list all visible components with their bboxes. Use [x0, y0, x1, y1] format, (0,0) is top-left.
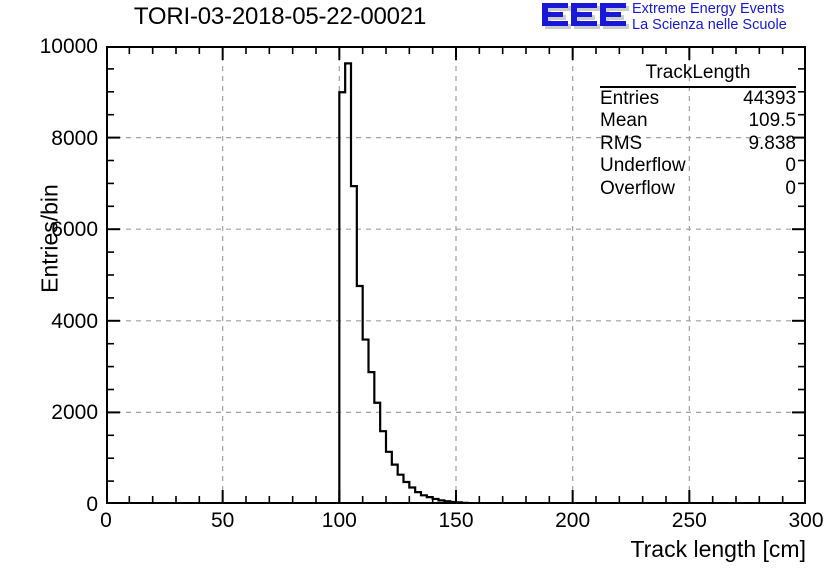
y-tick-label: 8000	[51, 126, 98, 150]
x-tick-label: 300	[788, 509, 824, 532]
stats-row-value: 0	[785, 155, 796, 176]
stats-row-value: 0	[785, 177, 796, 199]
x-tick-label: 0	[100, 509, 112, 532]
stats-row-label: Entries	[600, 87, 660, 109]
stats-row: Mean 109.5	[600, 110, 796, 133]
eee-logo-text: Extreme Energy Events La Scienza nelle S…	[632, 1, 836, 33]
y-tick-label: 0	[86, 493, 98, 516]
stats-row: Entries 44393	[600, 88, 796, 111]
eee-logo-line2: La Scienza nelle Scuole	[632, 17, 787, 33]
x-tick-label: 100	[321, 509, 357, 532]
stats-rows: Entries 44393 Mean 109.5 RMS 9.838 Underflow 0 O…	[600, 88, 796, 201]
stats-row-label: Overflow	[600, 177, 675, 199]
plot-area	[106, 46, 806, 504]
y-tick-label: 4000	[51, 309, 98, 333]
stats-row: Underflow 0	[600, 155, 796, 178]
x-tick-label: 200	[555, 509, 591, 532]
stats-row: RMS 9.838	[600, 133, 796, 156]
eee-logo: Extreme Energy Events La Scienza nelle S…	[540, 1, 836, 35]
stats-row-label: RMS	[600, 132, 643, 154]
stats-box: TrackLength Entries 44393 Mean 109.5 RMS 9.83…	[600, 62, 796, 200]
x-tick-label: 150	[438, 509, 474, 532]
stats-row-label: Underflow	[600, 155, 686, 176]
page-title: TORI-03-2018-05-22-00021	[133, 3, 427, 30]
y-tick-label: 2000	[51, 401, 98, 425]
stats-row-value: 109.5	[748, 110, 796, 131]
stats-row-value: 44393	[743, 87, 796, 109]
y-tick-label: 6000	[51, 218, 98, 242]
y-tick-label: 10000	[39, 35, 98, 58]
plot-svg	[106, 46, 806, 504]
x-axis-title: Track length [cm]	[630, 536, 806, 562]
eee-logo-line1: Extreme Energy Events	[632, 1, 785, 17]
stats-row-value: 9.838	[748, 132, 796, 154]
eee-logo-mark-icon	[542, 3, 629, 29]
plot-frame-border	[106, 46, 806, 504]
x-tick-label: 250	[671, 509, 707, 532]
x-tick-label: 50	[210, 509, 235, 532]
stats-title: TrackLength	[600, 62, 796, 88]
stats-row: Overflow 0	[600, 178, 796, 201]
stats-row-label: Mean	[600, 110, 648, 131]
